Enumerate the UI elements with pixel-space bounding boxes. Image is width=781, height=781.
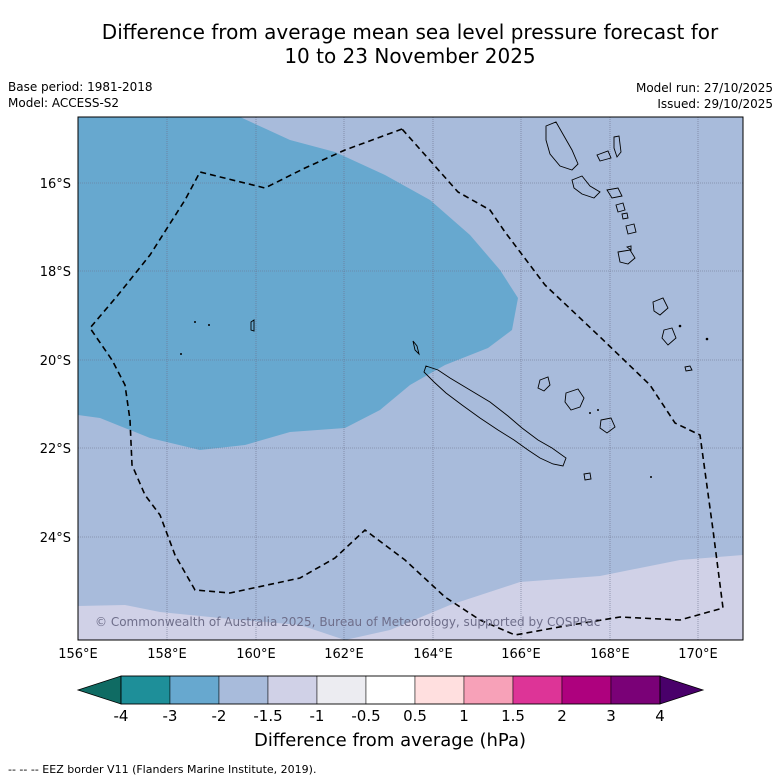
vanuatu-island-ambae bbox=[596, 150, 612, 162]
lat-label-16: 16°S bbox=[40, 177, 71, 192]
colorbar-swatch-8 bbox=[512, 675, 563, 705]
vanuatu-island-erromango bbox=[625, 223, 637, 235]
chesterfield-reef bbox=[250, 319, 255, 332]
lon-label-160: 160°E bbox=[236, 647, 276, 662]
colorbar-tick-label: 3 bbox=[606, 707, 616, 725]
colorbar-swatch-7 bbox=[463, 675, 514, 705]
belep-islands bbox=[412, 340, 420, 356]
colorbar-tick-label: -2 bbox=[212, 707, 227, 725]
anomaly-field-minus1.5-to-minus1 bbox=[78, 555, 743, 640]
model-run: Model run: 27/10/2025 bbox=[635, 81, 773, 95]
small-islets bbox=[180, 321, 709, 478]
colorbar-under-extension bbox=[76, 675, 122, 705]
map-plot-area: © Commonwealth of Australia 2025, Bureau… bbox=[78, 117, 743, 640]
colorbar-tick-label: 0.5 bbox=[403, 707, 427, 725]
colorbar-swatch-9 bbox=[561, 675, 612, 705]
vanuatu-island-epi bbox=[606, 187, 623, 199]
lat-label-22: 22°S bbox=[40, 442, 71, 457]
colorbar-swatch-2 bbox=[218, 675, 269, 705]
colorbar: -4 -3 -2 -1.5 -1 -0.5 0.5 1 1.5 2 3 4 bbox=[76, 675, 705, 725]
colorbar-tick-label: 1 bbox=[459, 707, 469, 725]
lon-label-166: 166°E bbox=[501, 647, 541, 662]
coastlines bbox=[250, 121, 693, 481]
islet-bampton bbox=[208, 324, 210, 326]
colorbar-swatch-10 bbox=[610, 675, 661, 705]
colorbar-swatch-3 bbox=[267, 675, 318, 705]
graticule bbox=[78, 117, 743, 640]
colorbar-swatch-6 bbox=[414, 675, 465, 705]
lon-label-168: 168°E bbox=[590, 647, 630, 662]
issued-date: Issued: 29/10/2025 bbox=[657, 97, 773, 111]
colorbar-tick-label: 1.5 bbox=[501, 707, 525, 725]
vanuatu-island-tanna bbox=[625, 245, 632, 251]
loyalty-island-mare bbox=[599, 417, 616, 434]
colorbar-swatch-1 bbox=[169, 675, 220, 705]
base-period: Base period: 1981-2018 bbox=[8, 80, 153, 94]
malakula bbox=[571, 175, 601, 199]
vanuatu-island-aneityum bbox=[652, 297, 669, 316]
islet-hunter bbox=[705, 337, 709, 341]
islet-tiga bbox=[597, 409, 599, 411]
islet-chesterfield-north bbox=[194, 321, 196, 323]
map-title-line1: Difference from average mean sea level p… bbox=[101, 20, 719, 44]
vanuatu-island-pentecost bbox=[613, 135, 622, 158]
colorbar-swatch-0 bbox=[120, 675, 171, 705]
lon-label-162: 162°E bbox=[324, 647, 364, 662]
model-name: Model: ACCESS-S2 bbox=[8, 96, 120, 110]
eez-border bbox=[88, 128, 724, 636]
map-frame bbox=[77, 116, 744, 641]
vanuatu-island-efate bbox=[615, 202, 626, 213]
colorbar-over-extension bbox=[659, 675, 705, 705]
lon-label-156: 156°E bbox=[58, 647, 98, 662]
islet-conway bbox=[650, 476, 652, 478]
latitude-axis: 16°S 18°S 20°S 22°S 24°S bbox=[40, 177, 71, 546]
eez-legend-note: -- -- -- EEZ border V11 (Flanders Marine… bbox=[8, 763, 317, 776]
colorbar-title: Difference from average (hPa) bbox=[253, 730, 527, 751]
lon-label-164: 164°E bbox=[413, 647, 453, 662]
colorbar-swatch-4 bbox=[316, 675, 367, 705]
map-title-line2: 10 to 23 November 2025 bbox=[284, 44, 536, 68]
colorbar-tick-label: -3 bbox=[163, 707, 178, 725]
colorbar-tick-label: 2 bbox=[557, 707, 567, 725]
vanuatu-island-shepherds bbox=[621, 212, 629, 220]
colorbar-tick-label: -4 bbox=[114, 707, 129, 725]
loyalty-island-lifou bbox=[564, 388, 585, 411]
lat-label-20: 20°S bbox=[40, 354, 71, 369]
colorbar-tick-label: -1.5 bbox=[253, 707, 282, 725]
lon-label-158: 158°E bbox=[147, 647, 187, 662]
vanuatu-island-hunter bbox=[684, 365, 693, 372]
new-caledonia-island bbox=[423, 365, 567, 467]
colorbar-tick-label: -1 bbox=[310, 707, 325, 725]
espiritu-santo bbox=[545, 121, 579, 171]
vanuatu-island-matthew bbox=[661, 327, 677, 346]
lat-label-24: 24°S bbox=[40, 531, 71, 546]
lat-label-18: 18°S bbox=[40, 265, 71, 280]
vanuatu-island-aniwa bbox=[617, 249, 636, 265]
longitude-axis: 156°E 158°E 160°E 162°E 164°E 166°E 168°… bbox=[58, 647, 718, 662]
isle-of-pines bbox=[583, 472, 592, 481]
colorbar-frame bbox=[120, 675, 661, 705]
colorbar-swatch-5 bbox=[365, 675, 416, 705]
copyright-text: © Commonwealth of Australia 2025, Bureau… bbox=[95, 615, 600, 629]
loyalty-island-ouvea bbox=[537, 376, 551, 392]
colorbar-tick-label: 4 bbox=[655, 707, 665, 725]
colorbar-tick-label: -0.5 bbox=[351, 707, 380, 725]
lon-label-170: 170°E bbox=[678, 647, 718, 662]
islet-walpole bbox=[589, 412, 591, 414]
islet-matthew bbox=[678, 324, 682, 328]
anomaly-field-minus3-to-minus2 bbox=[78, 117, 518, 450]
islet-chesterfield-south bbox=[180, 353, 182, 355]
